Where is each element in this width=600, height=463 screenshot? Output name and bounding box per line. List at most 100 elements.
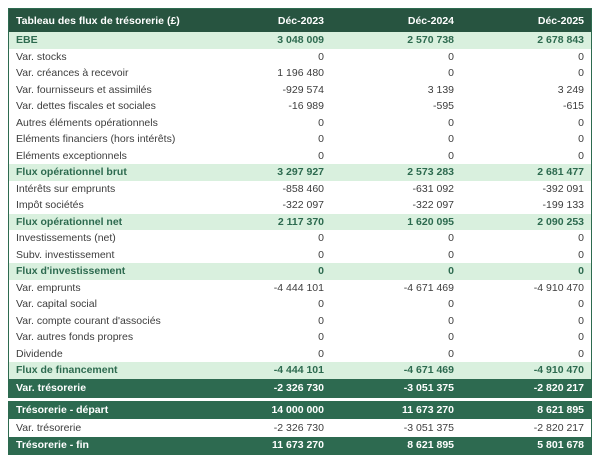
row-value: 0 — [578, 149, 584, 162]
row-value: 3 139 — [427, 83, 454, 96]
row-value: 0 — [578, 232, 584, 245]
table-row: Impôt sociétés -322 097 -322 097 -199 133 — [9, 197, 591, 214]
row-value: 0 — [578, 347, 584, 360]
row-value: 0 — [448, 149, 454, 162]
row-value: 0 — [318, 314, 324, 327]
row-value: -4 671 469 — [403, 364, 454, 377]
column-header-dec-2025: Déc-2025 — [537, 14, 584, 27]
row-label: Eléments exceptionnels — [16, 149, 127, 162]
row-value: 0 — [448, 232, 454, 245]
table-row: Var. autres fonds propres 0 0 0 — [9, 329, 591, 346]
row-value: 0 — [578, 133, 584, 146]
row-value: -2 326 730 — [273, 381, 324, 394]
row-value: 2 090 253 — [537, 215, 584, 228]
row-value: 0 — [448, 67, 454, 80]
row-label: Trésorerie - fin — [16, 439, 89, 452]
row-value: 1 196 480 — [277, 67, 324, 80]
row-value: 0 — [318, 133, 324, 146]
row-label: Var. capital social — [16, 298, 97, 311]
row-value: 0 — [578, 67, 584, 80]
row-value: -3 051 375 — [403, 421, 454, 434]
row-value: 0 — [448, 265, 454, 278]
row-value: -4 671 469 — [403, 281, 454, 294]
table-row: Var. capital social 0 0 0 — [9, 296, 591, 313]
row-value: 0 — [448, 248, 454, 261]
row-value: 2 681 477 — [537, 166, 584, 179]
row-label: Var. dettes fiscales et sociales — [16, 100, 156, 113]
row-value: 0 — [318, 149, 324, 162]
main-table-block: Tableau des flux de trésorerie (£) Déc-2… — [8, 8, 592, 398]
table-row: Var. trésorerie -2 326 730 -3 051 375 -2 82… — [9, 378, 591, 397]
row-value: -392 091 — [542, 182, 584, 195]
row-value: 0 — [318, 116, 324, 129]
table-row: Var. dettes fiscales et sociales -16 989 -… — [9, 98, 591, 115]
table-row: Intérêts sur emprunts -858 460 -631 092 -39… — [9, 180, 591, 197]
row-value: 0 — [448, 116, 454, 129]
row-value: -4 910 470 — [533, 364, 584, 377]
row-value: 0 — [448, 50, 454, 63]
table-row: Eléments exceptionnels 0 0 0 — [9, 147, 591, 164]
row-value: 0 — [578, 314, 584, 327]
row-label: Flux opérationnel net — [16, 215, 123, 228]
row-value: 0 — [578, 248, 584, 261]
row-value: 0 — [578, 298, 584, 311]
table-row: Investissements (net) 0 0 0 — [9, 230, 591, 247]
row-label: Var. stocks — [16, 50, 67, 63]
row-value: 0 — [448, 314, 454, 327]
table-row: Var. stocks 0 0 0 — [9, 48, 591, 65]
table-row: Trésorerie - départ 14 000 000 11 673 270 8… — [9, 401, 591, 419]
row-value: 0 — [448, 331, 454, 344]
table-row: Flux d'investissement 0 0 0 — [9, 263, 591, 280]
row-value: 0 — [318, 331, 324, 344]
table-row: Var. créances à recevoir 1 196 480 0 0 — [9, 65, 591, 82]
row-value: 0 — [318, 248, 324, 261]
row-label: Var. fournisseurs et assimilés — [16, 83, 152, 96]
row-label: Flux opérationnel brut — [16, 166, 127, 179]
row-value: -199 133 — [542, 199, 584, 212]
row-value: 0 — [448, 133, 454, 146]
table-row: Dividende 0 0 0 — [9, 345, 591, 362]
row-value: 0 — [578, 331, 584, 344]
table-header-row: Tableau des flux de trésorerie (£) Déc-2… — [9, 9, 591, 32]
column-header-dec-2023: Déc-2023 — [277, 14, 324, 27]
row-label: Flux d'investissement — [16, 265, 126, 278]
row-label: Var. créances à recevoir — [16, 67, 129, 80]
cash-flow-table: Tableau des flux de trésorerie (£) Déc-2… — [8, 8, 592, 455]
row-value: 0 — [318, 265, 324, 278]
table-row: EBE 3 048 009 2 570 738 2 678 843 — [9, 32, 591, 49]
row-label: Dividende — [16, 347, 63, 360]
row-label: EBE — [16, 34, 38, 47]
row-value: 3 048 009 — [277, 34, 324, 47]
row-value: -595 — [432, 100, 454, 113]
row-value: 3 297 927 — [277, 166, 324, 179]
row-value: 0 — [578, 265, 584, 278]
row-label: Flux de financement — [16, 364, 118, 377]
table-title: Tableau des flux de trésorerie (£) — [16, 14, 180, 27]
row-value: -615 — [562, 100, 584, 113]
row-value: -858 460 — [282, 182, 324, 195]
table-row: Flux opérationnel net 2 117 370 1 620 095 2… — [9, 213, 591, 230]
table-row: Flux de financement -4 444 101 -4 671 469 -… — [9, 362, 591, 379]
row-value: -16 989 — [288, 100, 324, 113]
row-value: 0 — [318, 232, 324, 245]
table-row: Subv. investissement 0 0 0 — [9, 246, 591, 263]
row-label: Intérêts sur emprunts — [16, 182, 116, 195]
table-row: Trésorerie - fin 11 673 270 8 621 895 5 801… — [9, 436, 591, 454]
row-value: 2 117 370 — [277, 215, 324, 228]
column-header-dec-2024: Déc-2024 — [407, 14, 454, 27]
row-label: Trésorerie - départ — [16, 404, 109, 417]
treasury-summary-block: Trésorerie - départ 14 000 000 11 673 270 8… — [8, 400, 592, 455]
row-value: -4 444 101 — [273, 364, 324, 377]
row-label: Autres éléments opérationnels — [16, 116, 158, 129]
table-row: Var. trésorerie -2 326 730 -3 051 375 -2 82… — [9, 419, 591, 437]
row-value: -3 051 375 — [403, 381, 454, 394]
row-value: 3 249 — [557, 83, 584, 96]
row-value: -322 097 — [282, 199, 324, 212]
row-value: 0 — [318, 347, 324, 360]
table-row: Autres éléments opérationnels 0 0 0 — [9, 114, 591, 131]
table-row: Var. emprunts -4 444 101 -4 671 469 -4 910 … — [9, 279, 591, 296]
row-value: 5 801 678 — [537, 439, 584, 452]
row-value: 0 — [578, 116, 584, 129]
row-label: Eléments financiers (hors intérêts) — [16, 133, 176, 146]
row-label: Impôt sociétés — [16, 199, 84, 212]
